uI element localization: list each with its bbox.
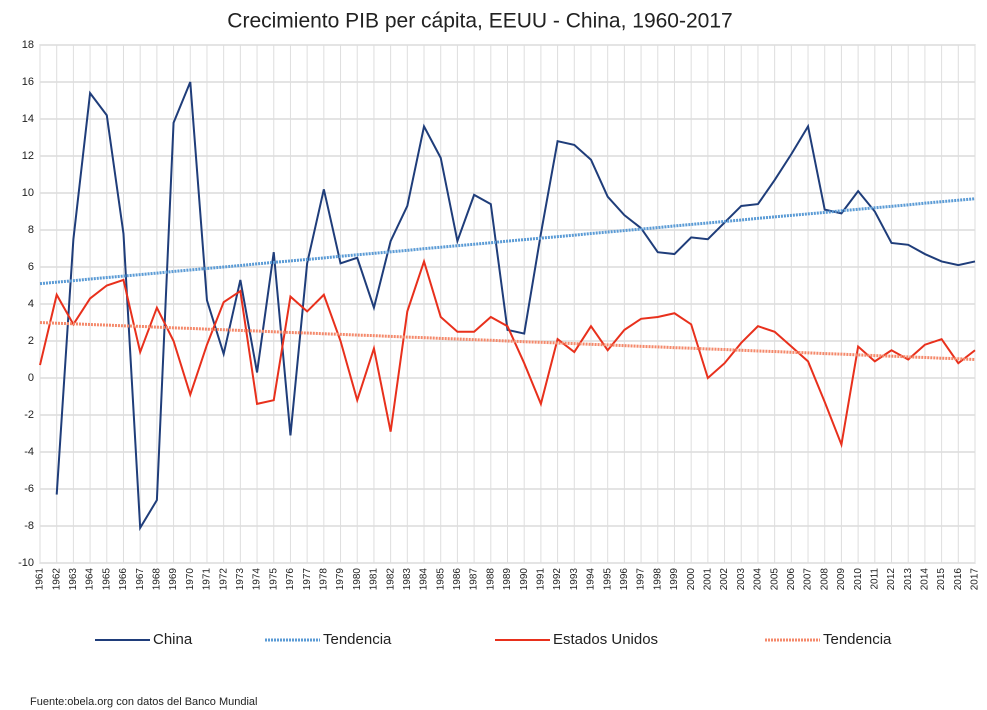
x-tick-label: 1986 xyxy=(452,568,463,591)
source-note: Fuente:obela.org con datos del Banco Mun… xyxy=(30,696,258,708)
y-tick-label: 16 xyxy=(22,76,34,88)
x-tick-label: 1965 xyxy=(101,568,112,591)
x-tick-label: 2016 xyxy=(953,568,964,591)
y-tick-label: -8 xyxy=(24,520,34,532)
y-tick-label: 10 xyxy=(22,187,34,199)
x-tick-label: 1991 xyxy=(536,568,547,591)
x-tick-label: 1993 xyxy=(569,568,580,591)
x-tick-label: 1989 xyxy=(502,568,513,591)
y-tick-label: -4 xyxy=(24,446,34,458)
x-tick-label: 2012 xyxy=(886,568,897,591)
x-tick-label: 2014 xyxy=(920,568,931,591)
x-tick-label: 1973 xyxy=(235,568,246,591)
y-tick-label: 2 xyxy=(28,335,34,347)
x-tick-label: 2009 xyxy=(836,568,847,591)
x-tick-label: 2007 xyxy=(803,568,814,591)
y-tick-label: 12 xyxy=(22,150,34,162)
y-tick-label: -2 xyxy=(24,409,34,421)
x-tick-label: 1972 xyxy=(218,568,229,591)
x-tick-label: 1987 xyxy=(469,568,480,591)
x-tick-label: 1963 xyxy=(68,568,79,591)
x-tick-label: 1975 xyxy=(268,568,279,591)
x-tick-label: 1976 xyxy=(285,568,296,591)
legend-label: China xyxy=(153,631,193,648)
x-tick-label: 2015 xyxy=(936,568,947,591)
x-tick-label: 2005 xyxy=(769,568,780,591)
y-tick-label: 8 xyxy=(28,224,34,236)
x-tick-label: 1980 xyxy=(352,568,363,591)
x-tick-label: 1970 xyxy=(185,568,196,591)
x-tick-label: 1962 xyxy=(51,568,62,591)
x-tick-label: 2013 xyxy=(903,568,914,591)
x-tick-label: 1978 xyxy=(318,568,329,591)
x-tick-label: 1984 xyxy=(419,568,430,591)
x-tick-label: 2002 xyxy=(719,568,730,591)
x-tick-label: 1997 xyxy=(636,568,647,591)
x-tick-label: 1979 xyxy=(335,568,346,591)
x-tick-label: 2000 xyxy=(686,568,697,591)
x-tick-label: 1995 xyxy=(602,568,613,591)
chart-title: Crecimiento PIB per cápita, EEUU - China… xyxy=(227,10,732,33)
y-tick-label: 18 xyxy=(22,39,34,51)
series-line xyxy=(55,81,976,532)
x-tick-label: 2004 xyxy=(753,568,764,591)
y-tick-label: 4 xyxy=(28,298,34,310)
x-tick-label: 2003 xyxy=(736,568,747,591)
x-tick-label: 1969 xyxy=(168,568,179,591)
series-line xyxy=(39,258,976,449)
legend-label: Tendencia xyxy=(323,631,392,648)
x-tick-label: 1967 xyxy=(135,568,146,591)
x-tick-label: 1981 xyxy=(369,568,380,591)
x-tick-label: 1968 xyxy=(152,568,163,591)
x-tick-label: 1966 xyxy=(118,568,129,591)
y-tick-label: 6 xyxy=(28,261,34,273)
x-tick-label: 2008 xyxy=(819,568,830,591)
x-tick-label: 1999 xyxy=(669,568,680,591)
legend-label: Estados Unidos xyxy=(553,631,658,648)
y-tick-label: -6 xyxy=(24,483,34,495)
x-tick-label: 1992 xyxy=(552,568,563,591)
x-tick-label: 1971 xyxy=(202,568,213,591)
x-tick-label: 1996 xyxy=(619,568,630,591)
x-tick-label: 1990 xyxy=(519,568,530,591)
x-tick-label: 1994 xyxy=(586,568,597,591)
x-tick-label: 2006 xyxy=(786,568,797,591)
x-tick-label: 1982 xyxy=(385,568,396,591)
x-tick-label: 1985 xyxy=(435,568,446,591)
y-tick-label: -10 xyxy=(18,557,34,569)
x-tick-label: 1998 xyxy=(652,568,663,591)
x-tick-label: 1977 xyxy=(302,568,313,591)
x-tick-label: 2017 xyxy=(970,568,981,591)
x-tick-label: 2010 xyxy=(853,568,864,591)
y-tick-label: 14 xyxy=(22,113,34,125)
x-tick-label: 2011 xyxy=(869,568,880,590)
legend-label: Tendencia xyxy=(823,631,892,648)
series-line xyxy=(39,197,976,286)
x-tick-label: 1988 xyxy=(485,568,496,591)
x-tick-label: 1961 xyxy=(35,568,46,591)
y-tick-label: 0 xyxy=(28,372,34,384)
x-tick-label: 2001 xyxy=(702,568,713,591)
x-tick-label: 1983 xyxy=(402,568,413,591)
x-tick-label: 1974 xyxy=(252,568,263,591)
x-tick-label: 1964 xyxy=(85,568,96,591)
